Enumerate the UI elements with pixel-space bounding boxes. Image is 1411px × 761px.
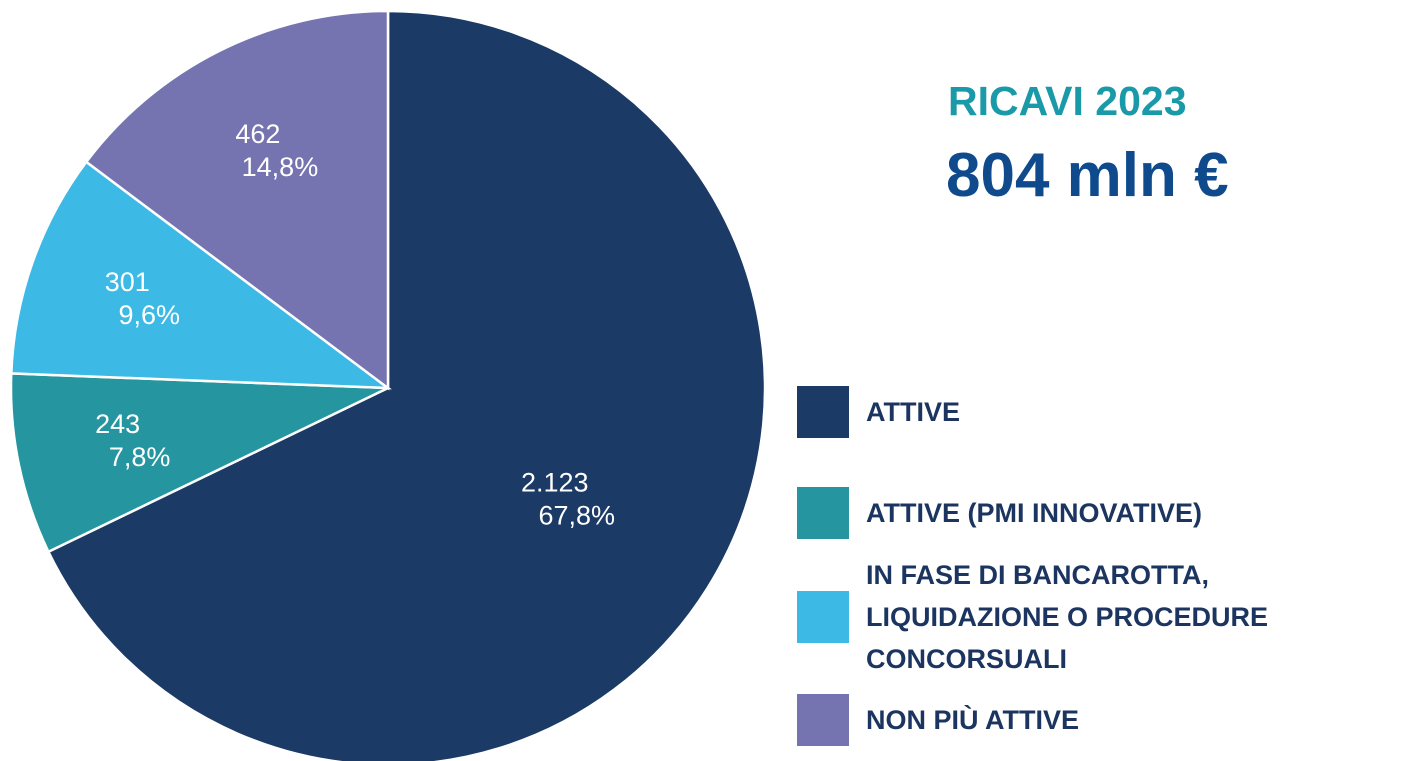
legend-item: NON PIÙ ATTIVE xyxy=(797,694,1079,746)
legend-label: ATTIVE xyxy=(866,397,960,427)
legend-label: NON PIÙ ATTIVE xyxy=(866,705,1080,735)
legend-item: ATTIVE (PMI INNOVATIVE) xyxy=(797,487,1202,539)
pie-slice xyxy=(9,160,392,390)
pie-slice xyxy=(9,372,389,554)
legend-item: ATTIVE xyxy=(797,386,960,438)
pie-slice xyxy=(46,9,767,761)
legend-swatch xyxy=(797,386,849,438)
slice-percent-label: 67,8% xyxy=(539,500,616,530)
legend-swatch xyxy=(797,487,849,539)
chart-title: RICAVI 2023 xyxy=(948,78,1187,124)
slice-count-label: 2.123 xyxy=(521,467,589,497)
slice-count-label: 301 xyxy=(105,267,150,297)
slice-percent-label: 7,8% xyxy=(109,442,171,472)
legend-label: ATTIVE (PMI INNOVATIVE) xyxy=(866,498,1202,528)
slice-count-label: 243 xyxy=(95,409,140,439)
legend-swatch xyxy=(797,694,849,746)
legend-swatch xyxy=(797,591,849,643)
slice-percent-label: 14,8% xyxy=(242,152,319,182)
slice-count-label: 462 xyxy=(235,119,280,149)
legend-label: IN FASE DI BANCAROTTA, LIQUIDAZIONE O PR… xyxy=(866,560,1269,674)
legend-item: IN FASE DI BANCAROTTA, LIQUIDAZIONE O PR… xyxy=(797,554,1268,680)
slice-percent-label: 9,6% xyxy=(119,300,181,330)
chart-subtitle: 804 mln € xyxy=(946,141,1229,210)
pie-slice xyxy=(84,9,390,391)
